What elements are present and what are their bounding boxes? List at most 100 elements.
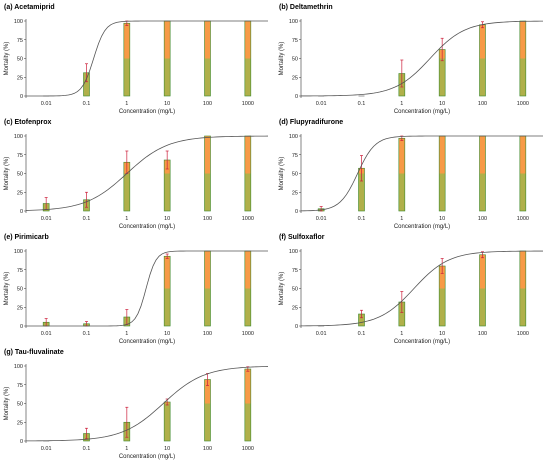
bar-fill <box>83 72 90 96</box>
bar-upper-segment <box>439 136 446 174</box>
x-tick-label: 0.01 <box>41 101 52 107</box>
x-tick-label: 100 <box>478 216 487 222</box>
error-bar <box>360 155 363 182</box>
error-bar <box>319 206 323 212</box>
bar-upper-segment <box>519 21 526 59</box>
error-bar <box>360 309 363 319</box>
x-tick-label: 0.01 <box>41 331 52 337</box>
x-tick-label: 1 <box>125 331 128 337</box>
y-axis-label: Mortality (%) <box>4 157 10 191</box>
y-tick-label: 25 <box>292 75 298 81</box>
y-tick-label: 0 <box>295 324 298 330</box>
bar-lower-segment <box>519 288 526 326</box>
y-tick-label: 75 <box>292 153 298 159</box>
error-bar <box>400 291 404 313</box>
y-tick-label: 100 <box>14 19 23 25</box>
bar-upper-segment <box>519 251 526 289</box>
x-tick-label: 0.1 <box>83 101 91 107</box>
fitted-curve <box>300 250 544 327</box>
x-axis-label: Concentration (mg/L) <box>394 339 450 345</box>
panel-4: (e) Pirimicarb 0 25 50 75 100 Mortality (%) 0.0… <box>4 234 268 345</box>
bar-upper-segment <box>439 266 446 289</box>
bar-100 <box>479 135 486 212</box>
bar-lower-segment <box>519 173 526 211</box>
panel-2: (c) Etofenprox 0 25 50 75 100 Mortality (%) 0.0… <box>4 119 269 230</box>
x-tick-label: 10 <box>439 216 445 222</box>
y-tick-label: 75 <box>17 268 23 274</box>
bar-upper-segment <box>479 254 486 289</box>
y-tick-label: 25 <box>292 305 298 311</box>
bar-fill <box>398 302 405 326</box>
panel-title: (f) Sulfoxaflor <box>279 234 325 241</box>
bar-10 <box>163 255 171 327</box>
y-tick-label: 0 <box>295 209 298 215</box>
bar-lower-segment <box>479 288 486 326</box>
bar-lower-segment <box>164 288 171 326</box>
x-tick-label: 0.01 <box>41 446 52 452</box>
x-tick-label: 1 <box>125 101 128 107</box>
y-tick-label: 100 <box>289 249 298 255</box>
bar-upper-segment <box>244 369 251 404</box>
error-bar <box>165 253 169 259</box>
bar-1000 <box>519 250 527 327</box>
bar-lower-segment <box>244 288 251 326</box>
x-axis-label: Concentration (mg/L) <box>119 109 175 115</box>
x-tick-label: 1 <box>125 216 128 222</box>
error-bar <box>85 191 88 208</box>
bar-lower-segment <box>479 173 486 211</box>
y-tick-label: 50 <box>17 287 23 293</box>
fitted-curve <box>25 366 269 442</box>
x-tick-label: 1 <box>125 446 128 452</box>
bar-lower-segment <box>204 173 211 211</box>
y-tick-label: 75 <box>292 268 298 274</box>
bar-1 <box>123 22 131 97</box>
error-bar <box>440 258 444 274</box>
bar-lower-segment <box>479 58 486 96</box>
y-tick-label: 50 <box>292 172 298 178</box>
fitted-curve <box>300 135 543 212</box>
y-tick-label: 75 <box>292 38 298 44</box>
bar-lower-segment <box>244 403 251 441</box>
y-tick-label: 25 <box>17 420 23 426</box>
bar-lower-segment <box>123 173 130 211</box>
y-tick-label: 25 <box>17 190 23 196</box>
bar-100 <box>204 379 211 442</box>
y-tick-label: 0 <box>20 324 23 330</box>
bar-1000 <box>519 20 527 97</box>
bar-lower-segment <box>244 173 251 211</box>
x-tick-label: 0.1 <box>83 331 91 337</box>
x-tick-label: 1000 <box>517 101 529 107</box>
bar-lower-segment <box>164 58 171 96</box>
bar-1000 <box>244 368 252 442</box>
bar-lower-segment <box>358 173 365 211</box>
error-bar <box>440 37 444 62</box>
x-tick-label: 1000 <box>242 446 254 452</box>
x-tick-label: 10 <box>164 331 170 337</box>
bar-100 <box>479 24 486 97</box>
error-bar <box>125 406 129 438</box>
x-tick-label: 100 <box>478 101 487 107</box>
x-tick-label: 1 <box>400 216 403 222</box>
x-tick-label: 100 <box>478 331 487 337</box>
bar-lower-segment <box>439 58 446 96</box>
bar-lower-segment <box>398 173 405 211</box>
y-tick-label: 50 <box>17 402 23 408</box>
x-tick-label: 100 <box>203 101 212 107</box>
panel-title: (g) Tau-fluvalinate <box>4 349 64 356</box>
x-tick-label: 10 <box>439 101 445 107</box>
bar-upper-segment <box>479 24 486 59</box>
x-tick-label: 0.1 <box>83 216 91 222</box>
y-tick-label: 50 <box>292 57 298 63</box>
panel-0: (a) Acetamiprid 0 25 50 75 100 Mortality (%) 0.… <box>4 4 268 115</box>
x-tick-label: 1000 <box>517 216 529 222</box>
fitted-curve <box>300 20 544 97</box>
panel-title: (c) Etofenprox <box>4 119 52 126</box>
bar-upper-segment <box>244 251 251 289</box>
bar-lower-segment <box>204 58 211 96</box>
bar-10 <box>438 135 446 212</box>
x-tick-label: 1000 <box>242 101 254 107</box>
bar-1000 <box>244 135 252 212</box>
x-tick-label: 0.01 <box>316 101 327 107</box>
bar-fill <box>358 314 365 326</box>
y-tick-label: 25 <box>17 305 23 311</box>
